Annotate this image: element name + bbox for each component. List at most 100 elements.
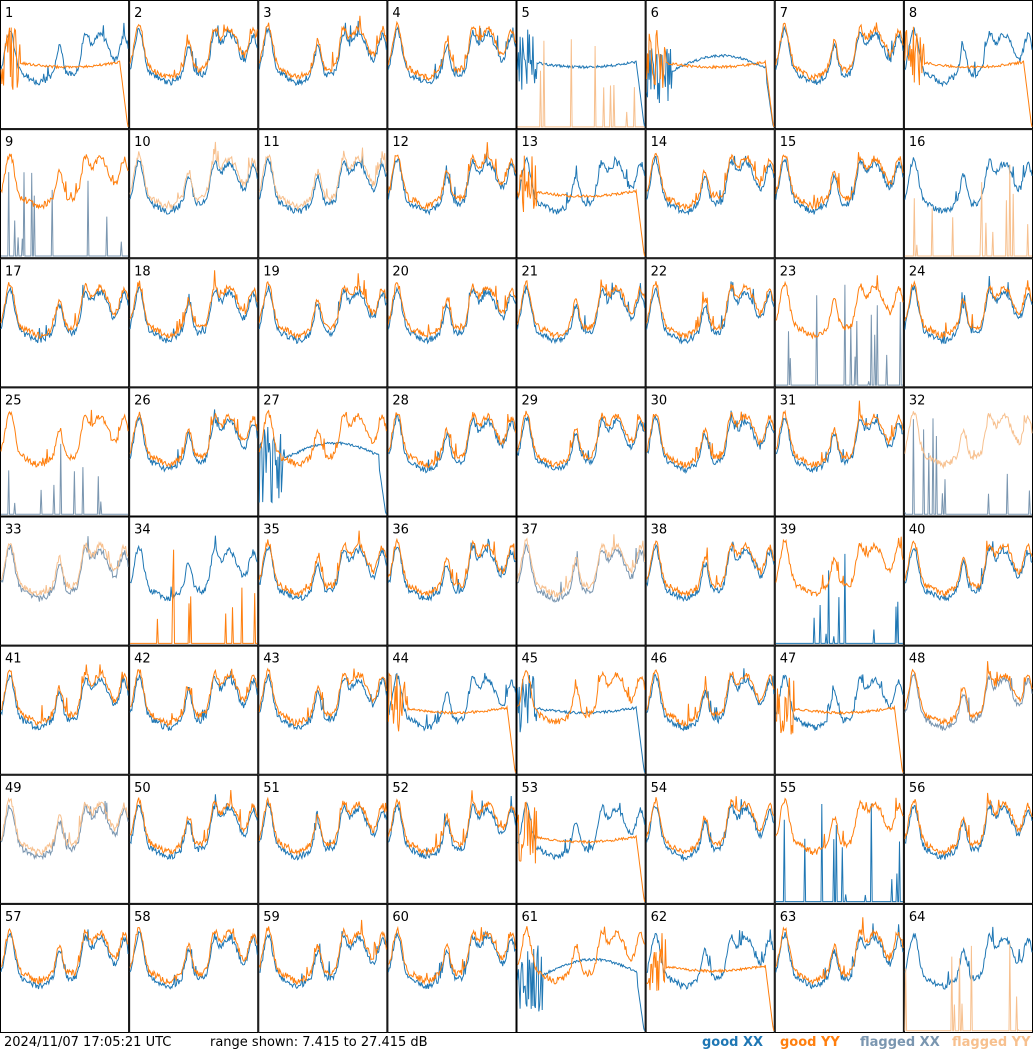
panel-border	[129, 516, 259, 646]
panel-25: 25	[0, 387, 130, 517]
panel-39: 39	[774, 516, 904, 646]
series-xx	[904, 418, 1032, 515]
series-xx	[904, 275, 1033, 345]
series-yy	[775, 917, 904, 985]
panel-35: 35	[258, 516, 388, 646]
panel-22: 22	[645, 258, 775, 388]
series-xx	[129, 409, 258, 473]
panel-border	[129, 0, 259, 130]
series-xx	[517, 675, 646, 773]
panel-label: 46	[651, 652, 668, 667]
panel-label: 37	[522, 523, 539, 538]
series-xx	[904, 672, 1033, 731]
series-yy	[775, 152, 904, 211]
series-yy	[258, 273, 387, 339]
panel-label: 33	[5, 523, 22, 538]
panel-border	[645, 516, 775, 646]
panel-label: 36	[392, 523, 409, 538]
panel-border	[903, 0, 1033, 130]
series-xx	[0, 929, 129, 990]
panel-border	[129, 774, 259, 904]
series-xx	[129, 794, 258, 860]
series-yy	[129, 926, 258, 985]
panel-63: 63	[774, 903, 904, 1033]
panel-label: 38	[651, 523, 668, 538]
series-xx	[258, 543, 387, 601]
panel-border	[0, 516, 130, 646]
panel-38: 38	[645, 516, 775, 646]
timestamp: 2024/11/07 17:05:21 UTC	[4, 1035, 172, 1050]
panel-33: 33	[0, 516, 130, 646]
panel-label: 62	[651, 910, 668, 925]
panel-62: 62	[645, 903, 775, 1033]
panel-label: 28	[392, 393, 409, 408]
panel-8: 8	[903, 0, 1033, 130]
panel-29: 29	[516, 387, 646, 517]
panel-border	[0, 129, 130, 259]
footer: 2024/11/07 17:05:21 UTC range shown: 7.4…	[0, 1033, 1033, 1053]
series-xx	[517, 416, 646, 472]
panel-border	[387, 387, 517, 517]
panel-label: 22	[651, 264, 668, 279]
panel-label: 27	[263, 393, 280, 408]
series-yy	[517, 801, 646, 902]
panel-border	[774, 0, 904, 130]
series-yy	[904, 26, 1033, 128]
series-xx	[129, 286, 258, 344]
panel-3: 3	[258, 0, 388, 130]
series-xx	[646, 929, 774, 991]
panel-label: 5	[522, 6, 530, 21]
panel-27: 27	[258, 387, 388, 517]
series-xx	[904, 26, 1033, 88]
series-xx	[387, 672, 516, 732]
panel-border	[516, 258, 646, 388]
series-xx	[129, 931, 258, 990]
series-xx	[0, 536, 129, 602]
series-xx	[258, 285, 387, 345]
panel-border	[0, 387, 130, 517]
series-xx	[0, 284, 129, 344]
panel-label: 41	[5, 652, 22, 667]
series-yy	[258, 796, 387, 856]
panel-border	[0, 774, 130, 904]
panel-border	[645, 645, 775, 775]
series-yy	[258, 667, 387, 727]
panel-31: 31	[774, 387, 904, 517]
panel-label: 25	[5, 393, 22, 408]
series-yy	[904, 792, 1033, 856]
panel-border	[774, 774, 904, 904]
panel-border	[774, 129, 904, 259]
panel-border	[516, 645, 646, 775]
series-yy	[258, 530, 387, 597]
panel-label: 47	[780, 652, 797, 667]
series-yy	[129, 411, 258, 469]
panel-64: 64	[903, 903, 1033, 1033]
series-xx	[129, 159, 258, 215]
series-xx	[517, 543, 646, 603]
panel-border	[387, 903, 517, 1033]
series-xx	[1, 443, 129, 515]
panel-border	[516, 774, 646, 904]
panel-label: 13	[522, 135, 539, 150]
panel-1: 1	[0, 0, 130, 130]
panel-label: 10	[134, 135, 151, 150]
series-yy	[129, 789, 258, 856]
panel-2: 2	[129, 0, 259, 130]
panel-60: 60	[387, 903, 517, 1033]
series-yy	[387, 142, 516, 210]
panel-label: 31	[780, 393, 797, 408]
panel-border	[645, 903, 775, 1033]
panel-label: 17	[5, 264, 22, 279]
panel-52: 52	[387, 774, 517, 904]
panel-border	[129, 129, 259, 259]
series-yy	[0, 153, 129, 210]
panel-32: 32	[903, 387, 1033, 517]
series-xx	[129, 535, 258, 602]
panel-border	[516, 387, 646, 517]
series-xx	[387, 795, 516, 859]
series-yy	[517, 926, 646, 985]
panel-9: 9	[0, 129, 130, 259]
panel-30: 30	[645, 387, 775, 517]
panel-border	[258, 387, 388, 517]
